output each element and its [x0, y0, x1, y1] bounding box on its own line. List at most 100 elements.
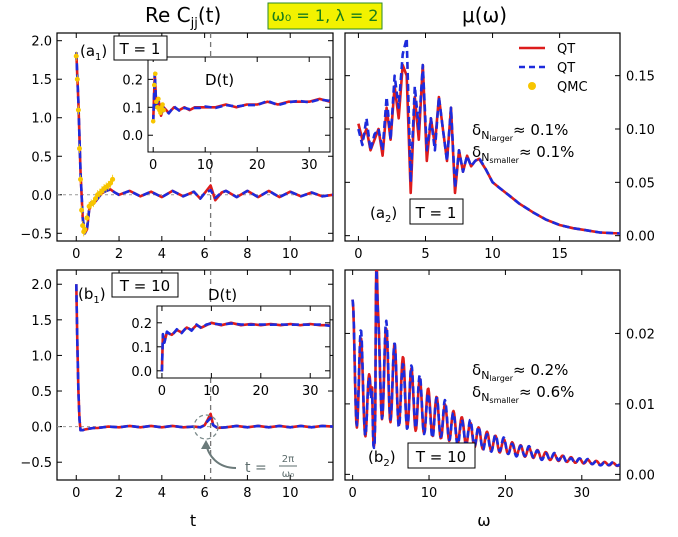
legend-qt-dashed-label: QT [557, 61, 575, 76]
x-axis-label-omega: ω [477, 511, 490, 530]
panel-a2-annotation-smaller: δNsmaller≈ 0.1% [472, 143, 574, 165]
panel-b1-frame [56, 269, 334, 481]
b1-xtick-label: 6 [200, 486, 208, 501]
panel-b1-temp-box [111, 272, 179, 298]
b2-xtick-label: 20 [497, 486, 514, 501]
a2-xtick-label: 5 [421, 247, 429, 262]
b1-inset-xtick-label: 30 [302, 384, 319, 399]
a1-ytick-label: 1.5 [31, 73, 52, 88]
b1-inset-xtick-label: 20 [253, 384, 270, 399]
a2-ytick-label: 0.10 [626, 123, 655, 138]
a1-inset-qmc-point [151, 82, 157, 88]
legend-qt-solid-label: QT [557, 42, 575, 57]
a2-xtick-label: 10 [484, 247, 501, 262]
legend: QT QT QMC [519, 42, 588, 95]
right-title: μ(ω) [462, 3, 507, 27]
a1-inset-ytick-label: 0.0 [122, 129, 143, 144]
b1-ytick-label: 0.5 [31, 385, 52, 400]
a1-ytick-label: 2.0 [31, 35, 52, 50]
inset-a1-frame [147, 56, 331, 153]
panel-b2-annotation-smaller: δNsmaller≈ 0.6% [472, 383, 574, 405]
b2-xtick-label: 10 [421, 486, 438, 501]
a1-xtick-label: 2 [115, 247, 123, 262]
panel-b2-temp: T = 10 [415, 448, 466, 466]
panel-a1-label: (a1) [80, 42, 107, 63]
inset-b1-ticks: 0 10 20 30 0.0 0.1 0.2 [131, 306, 330, 399]
a1-xtick-label: 0 [72, 247, 80, 262]
b2-ytick-label: 0.02 [626, 327, 655, 342]
panel-b2-frame [344, 269, 621, 481]
b2-xtick-label: 0 [348, 486, 356, 501]
b1-inset-ytick-label: 0.2 [131, 317, 152, 332]
parameter-badge [267, 2, 383, 30]
panel-b1-ticks: 0 2 4 6 8 10 −0.5 0.0 0.5 1.0 1.5 2.0 [20, 270, 333, 501]
b1-inset-ytick-label: 0.0 [131, 365, 152, 380]
b2-ytick-label: 0.01 [626, 398, 655, 413]
a1-xtick-label: 4 [158, 247, 166, 262]
panel-a1-frame [56, 32, 334, 242]
a1-inset-xtick-label: 20 [249, 158, 266, 173]
a1-inset-xtick-label: 10 [197, 158, 214, 173]
b1-ytick-label: 0.0 [31, 421, 52, 436]
a1-ytick-label: 1.0 [31, 112, 52, 127]
a2-xtick-label: 15 [551, 247, 568, 262]
period-arrowhead [201, 440, 211, 449]
panel-b2-temp-box [407, 442, 476, 469]
a1-inset-xtick-label: 30 [301, 158, 318, 173]
period-arrow [205, 442, 237, 469]
a2-xtick-label: 0 [354, 247, 362, 262]
x-axis-label-t: t [190, 511, 196, 530]
a1-inset-qmc-point [158, 110, 163, 116]
b1-ytick-label: −0.5 [20, 456, 52, 471]
panel-a2-frame [344, 32, 621, 242]
left-title: Re Cjj(t) [145, 3, 221, 31]
b1-ytick-label: 1.0 [31, 349, 52, 364]
inset-b1-data [160, 321, 330, 372]
panel-b1-label: (b1) [78, 285, 106, 306]
panel-b2-annotation-larger: δNlarger≈ 0.2% [472, 361, 568, 383]
a1-qt-dashed-line [75, 52, 333, 235]
panel-b2-ticks: 0 10 20 30 0.00 0.01 0.02 [345, 270, 655, 501]
parameter-badge-text: ω₀ = 1, λ = 2 [272, 6, 379, 25]
panel-a2-temp: T = 1 [415, 204, 457, 222]
a1-xtick-label: 10 [282, 247, 299, 262]
a1-xtick-label: 8 [243, 247, 251, 262]
panel-a2-annotation-larger: δNlarger≈ 0.1% [472, 121, 568, 143]
b2-qt-dashed-line [351, 270, 620, 467]
panel-b2-data [351, 270, 620, 468]
a1-inset-ytick-label: 0.1 [122, 101, 143, 116]
period-highlight-circle [193, 414, 219, 440]
b1-xtick-label: 2 [115, 486, 123, 501]
period-denominator: ω₀ [282, 469, 294, 480]
a1-inset-qmc-point [152, 71, 158, 77]
inset-a1-data [150, 71, 330, 124]
a1-inset-qmc-point [161, 107, 166, 113]
panel-a1-temp: T = 1 [119, 40, 161, 58]
b1-ytick-label: 1.5 [31, 314, 52, 329]
inset-b1-frame [156, 305, 331, 379]
b1-xtick-label: 4 [158, 486, 166, 501]
panel-a1-data [57, 33, 333, 241]
b1-inset-xtick-label: 0 [158, 384, 166, 399]
a1-xtick-label: 6 [200, 247, 208, 262]
period-label: t = [245, 460, 267, 476]
inset-b1-label: D(t) [208, 286, 237, 304]
a2-ytick-label: 0.15 [626, 70, 655, 85]
panel-b1-data [57, 270, 333, 480]
a1-ytick-label: 0.0 [31, 189, 52, 204]
panel-a1-ticks: 0 2 4 6 8 10 −0.5 0.0 0.5 1.0 1.5 2.0 [20, 33, 333, 262]
a1-inset-xtick-label: 0 [149, 158, 157, 173]
panel-b2-label: (b2) [368, 448, 396, 469]
panel-a2-ticks: 0 5 10 15 0.00 0.05 0.10 0.15 [345, 33, 655, 262]
b1-xtick-label: 8 [243, 486, 251, 501]
b1-xtick-label: 10 [282, 486, 299, 501]
b1-xtick-label: 0 [72, 486, 80, 501]
b2-ytick-label: 0.00 [626, 468, 655, 483]
a1-inset-qmc-point [156, 96, 161, 102]
legend-qmc-swatch [528, 82, 536, 90]
a1-ytick-label: 0.5 [31, 150, 52, 165]
panel-b1-temp: T = 10 [119, 277, 170, 295]
b1-qt-dashed-line [75, 284, 333, 432]
a1-inset-ytick-label: 0.2 [122, 73, 143, 88]
panel-a1-temp-box [113, 35, 168, 61]
